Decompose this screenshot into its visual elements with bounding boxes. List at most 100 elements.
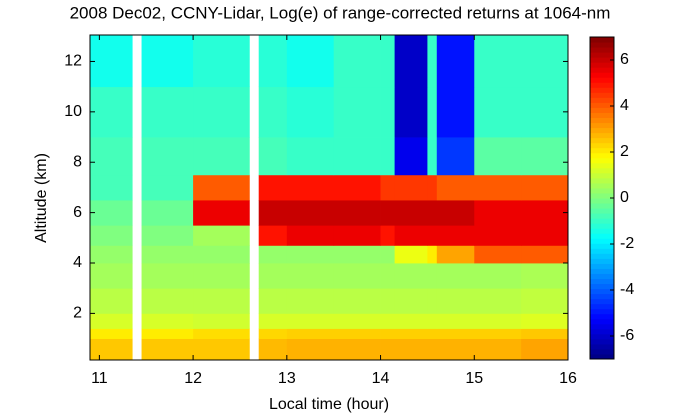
- heat-cell: [427, 35, 438, 88]
- heat-cell: [427, 174, 438, 201]
- heat-cell: [193, 328, 250, 339]
- y-tick-label: 4: [73, 254, 82, 271]
- colorbar-step: [590, 343, 614, 350]
- colorbar-step: [590, 77, 614, 83]
- heat-cell: [141, 200, 194, 226]
- y-tick-label: 2: [73, 305, 82, 322]
- heat-cell: [141, 328, 194, 339]
- heat-cell: [394, 245, 428, 264]
- heat-cell: [436, 263, 475, 289]
- colorbar-step: [590, 263, 614, 269]
- x-tick-label: 13: [278, 370, 296, 387]
- heat-cell: [90, 328, 133, 339]
- x-tick-label: 11: [91, 370, 108, 387]
- colorbar-step: [590, 112, 614, 118]
- colorbar-step: [590, 198, 614, 204]
- heat-cell: [427, 288, 438, 314]
- heat-cell: [333, 328, 381, 339]
- heat-cell: [380, 35, 396, 88]
- heat-cell: [193, 225, 250, 246]
- heat-cell: [141, 338, 194, 361]
- heat-cell: [258, 328, 288, 339]
- colorbar-step: [590, 313, 614, 320]
- heat-cell: [193, 245, 250, 264]
- heat-cell: [436, 245, 475, 264]
- colorbar-step: [590, 167, 614, 174]
- heat-cell: [380, 200, 396, 226]
- heat-cell: [333, 35, 381, 88]
- heat-cell: [286, 137, 335, 176]
- x-tick-label: 15: [465, 370, 483, 387]
- colorbar-step: [590, 283, 614, 290]
- heat-cell: [141, 35, 194, 88]
- heat-cell: [394, 137, 428, 176]
- heat-cell: [380, 288, 396, 314]
- heat-cell: [258, 288, 288, 314]
- heat-cell: [427, 313, 438, 329]
- heat-cell: [521, 245, 569, 264]
- heat-cell: [90, 245, 133, 264]
- heat-cell: [258, 174, 288, 201]
- colorbar-step: [590, 303, 614, 310]
- heat-cell: [90, 338, 133, 361]
- colorbar-tick-label: -4: [620, 281, 634, 298]
- heat-cell: [258, 263, 288, 289]
- colorbar-step: [590, 37, 614, 43]
- heat-cell: [474, 313, 522, 329]
- heat-cell: [90, 35, 133, 88]
- colorbar-step: [590, 348, 614, 355]
- colorbar-step: [590, 333, 614, 340]
- colorbar-step: [590, 273, 614, 279]
- heat-cell: [258, 200, 288, 226]
- x-tick-label: 12: [184, 370, 202, 387]
- colorbar-step: [590, 203, 614, 209]
- heat-cell: [394, 86, 428, 138]
- colorbar-step: [590, 102, 614, 108]
- heat-cell: [436, 313, 475, 329]
- colorbar-step: [590, 192, 614, 199]
- heat-cell: [333, 338, 381, 361]
- heat-cell: [380, 313, 396, 329]
- heat-cell: [521, 263, 569, 289]
- heat-cell: [394, 288, 428, 314]
- x-tick-label: 16: [559, 370, 577, 387]
- colorbar-step: [590, 142, 614, 149]
- heat-cell: [286, 174, 335, 201]
- colorbar-tick-label: 4: [620, 97, 629, 114]
- heat-cell: [521, 137, 569, 176]
- heat-cell: [474, 288, 522, 314]
- colorbar-step: [590, 323, 614, 330]
- heat-cell: [286, 328, 335, 339]
- colorbar-step: [590, 57, 614, 63]
- colorbar-step: [590, 228, 614, 234]
- heat-cell: [90, 137, 133, 176]
- heat-cell: [474, 245, 522, 264]
- colorbar-step: [590, 318, 614, 325]
- heat-cell: [521, 86, 569, 138]
- heat-cell: [521, 225, 569, 246]
- heat-cell: [141, 174, 194, 201]
- heat-cell: [474, 263, 522, 289]
- heat-cell: [380, 225, 396, 246]
- colorbar-step: [590, 298, 614, 305]
- y-tick-label: 8: [73, 153, 82, 170]
- heat-cell: [394, 174, 428, 201]
- heat-cell: [436, 174, 475, 201]
- heat-cell: [427, 263, 438, 289]
- y-tick-label: 6: [73, 204, 82, 221]
- heat-cell: [333, 200, 381, 226]
- heat-cell: [333, 313, 381, 329]
- heat-cell: [521, 35, 569, 88]
- heat-cell: [436, 288, 475, 314]
- colorbar-tick-label: 2: [620, 143, 629, 160]
- heat-cell: [258, 245, 288, 264]
- heat-cell: [436, 200, 475, 226]
- colorbar-step: [590, 293, 614, 300]
- heat-cell: [521, 313, 569, 329]
- heat-cell: [286, 338, 335, 361]
- heat-cell: [258, 313, 288, 329]
- heat-cell: [193, 288, 250, 314]
- heat-cell: [474, 328, 522, 339]
- heat-cell: [258, 338, 288, 361]
